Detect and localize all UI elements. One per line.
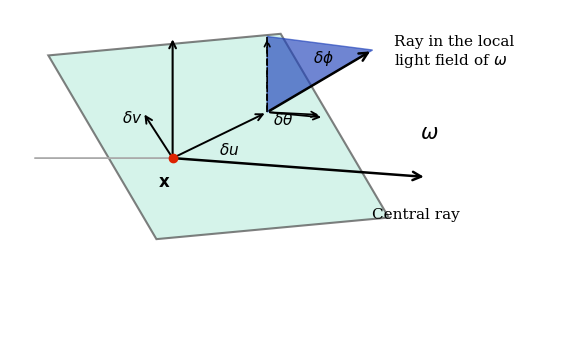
Text: $\delta\theta$: $\delta\theta$ [273,112,293,128]
Text: $\omega$: $\omega$ [420,124,438,143]
Text: $\delta v$: $\delta v$ [122,109,142,126]
Text: Ray in the local
light field of $\omega$: Ray in the local light field of $\omega$ [394,35,514,70]
Polygon shape [48,34,389,239]
Polygon shape [267,36,373,112]
Text: $\delta u$: $\delta u$ [219,142,240,158]
Text: $\mathbf{x}$: $\mathbf{x}$ [159,174,171,191]
Text: Central ray: Central ray [372,208,459,222]
Text: $\delta\phi$: $\delta\phi$ [313,48,334,68]
